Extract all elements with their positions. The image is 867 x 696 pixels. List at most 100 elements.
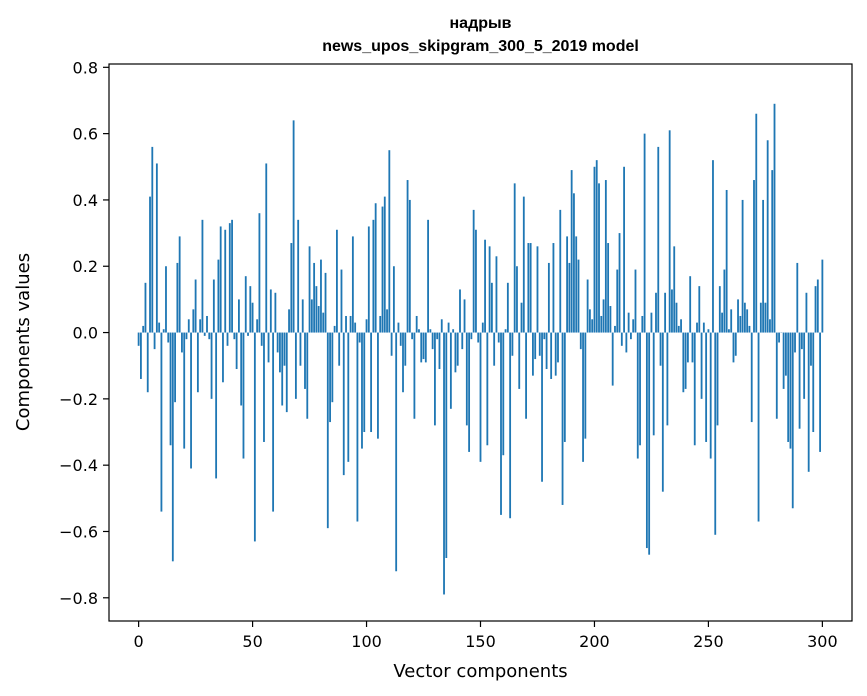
x-axis-label: Vector components bbox=[393, 661, 567, 682]
bar-205 bbox=[604, 180, 607, 333]
bar-100 bbox=[365, 319, 368, 333]
bar-252 bbox=[712, 160, 714, 333]
bar-32 bbox=[210, 332, 213, 399]
bar-57 bbox=[267, 332, 270, 363]
bar-52 bbox=[256, 319, 259, 333]
bar-179 bbox=[545, 332, 548, 370]
bar-95 bbox=[354, 322, 357, 333]
bar-263 bbox=[737, 299, 739, 333]
bar-26 bbox=[196, 332, 199, 393]
bar-210 bbox=[616, 269, 619, 333]
bar-269 bbox=[750, 332, 753, 423]
bar-225 bbox=[650, 312, 653, 333]
bar-93 bbox=[349, 315, 352, 333]
bar-73 bbox=[304, 332, 306, 389]
bar-74 bbox=[306, 332, 309, 419]
bar-188 bbox=[566, 236, 569, 333]
bar-15 bbox=[171, 332, 174, 562]
bar-187 bbox=[563, 332, 566, 442]
bar-258 bbox=[725, 189, 728, 333]
bar-193 bbox=[577, 259, 580, 333]
bar-161 bbox=[504, 329, 507, 333]
bars bbox=[137, 103, 824, 595]
bar-56 bbox=[265, 163, 268, 333]
bar-262 bbox=[734, 332, 737, 356]
bar-224 bbox=[648, 332, 651, 555]
bar-19 bbox=[181, 332, 183, 353]
x-tick-label: 150 bbox=[465, 632, 496, 651]
x-tick-label: 100 bbox=[351, 632, 382, 651]
bar-94 bbox=[351, 236, 354, 333]
bar-88 bbox=[338, 332, 341, 366]
bar-156 bbox=[493, 332, 496, 366]
bar-279 bbox=[773, 103, 776, 333]
bar-87 bbox=[336, 229, 338, 333]
bar-0 bbox=[137, 332, 140, 346]
bar-104 bbox=[374, 203, 377, 333]
bar-23 bbox=[190, 332, 192, 469]
bar-246 bbox=[698, 286, 701, 333]
bar-51 bbox=[253, 332, 256, 542]
bar-241 bbox=[686, 332, 689, 363]
bar-237 bbox=[677, 325, 680, 333]
bar-244 bbox=[693, 332, 696, 446]
bar-48 bbox=[247, 332, 249, 336]
bar-159 bbox=[500, 332, 502, 515]
bar-217 bbox=[632, 319, 635, 333]
bar-255 bbox=[718, 286, 721, 333]
bar-211 bbox=[618, 233, 621, 333]
bar-22 bbox=[187, 319, 190, 333]
bar-144 bbox=[465, 332, 468, 426]
bar-299 bbox=[819, 332, 821, 452]
x-axis-ticks: 0 50 100 150 200 250 300 bbox=[134, 621, 838, 651]
bar-97 bbox=[358, 332, 361, 343]
bar-114 bbox=[397, 322, 400, 333]
bar-300 bbox=[821, 259, 824, 333]
bar-5 bbox=[149, 196, 151, 333]
bar-266 bbox=[743, 302, 746, 333]
bar-177 bbox=[541, 332, 543, 482]
bar-54 bbox=[260, 332, 263, 346]
bar-245 bbox=[696, 322, 698, 333]
bar-36 bbox=[219, 226, 222, 333]
bar-77 bbox=[313, 262, 316, 333]
bar-227 bbox=[655, 292, 657, 333]
bar-149 bbox=[477, 332, 480, 343]
bar-295 bbox=[810, 332, 812, 366]
bar-247 bbox=[700, 332, 703, 399]
bar-99 bbox=[363, 332, 366, 433]
bar-254 bbox=[716, 332, 719, 426]
bar-250 bbox=[707, 329, 710, 333]
chart-subtitle: news_upos_skipgram_300_5_2019 model bbox=[322, 38, 639, 55]
bar-197 bbox=[586, 279, 589, 333]
bar-276 bbox=[766, 140, 769, 333]
y-tick-label: 0.2 bbox=[73, 257, 98, 276]
bar-278 bbox=[771, 170, 774, 333]
bar-112 bbox=[392, 266, 395, 333]
bar-208 bbox=[611, 332, 614, 386]
bar-30 bbox=[206, 315, 208, 333]
bar-125 bbox=[422, 332, 425, 360]
bar-105 bbox=[377, 332, 379, 439]
bar-7 bbox=[153, 332, 156, 350]
bar-143 bbox=[463, 299, 466, 333]
bar-289 bbox=[796, 262, 799, 333]
bar-190 bbox=[570, 170, 573, 333]
bar-92 bbox=[347, 332, 350, 462]
bar-126 bbox=[424, 332, 427, 363]
bar-113 bbox=[395, 332, 398, 572]
bar-38 bbox=[224, 229, 227, 333]
bar-166 bbox=[516, 266, 518, 333]
bar-233 bbox=[668, 130, 671, 333]
bar-128 bbox=[429, 329, 432, 333]
bar-68 bbox=[292, 120, 295, 333]
bar-75 bbox=[308, 246, 311, 333]
bar-134 bbox=[443, 332, 445, 595]
bar-27 bbox=[199, 319, 202, 333]
bar-110 bbox=[388, 150, 391, 333]
bar-62 bbox=[279, 332, 281, 373]
bar-253 bbox=[714, 332, 717, 535]
bar-216 bbox=[630, 332, 632, 340]
bar-261 bbox=[732, 332, 735, 363]
bar-174 bbox=[534, 332, 537, 360]
